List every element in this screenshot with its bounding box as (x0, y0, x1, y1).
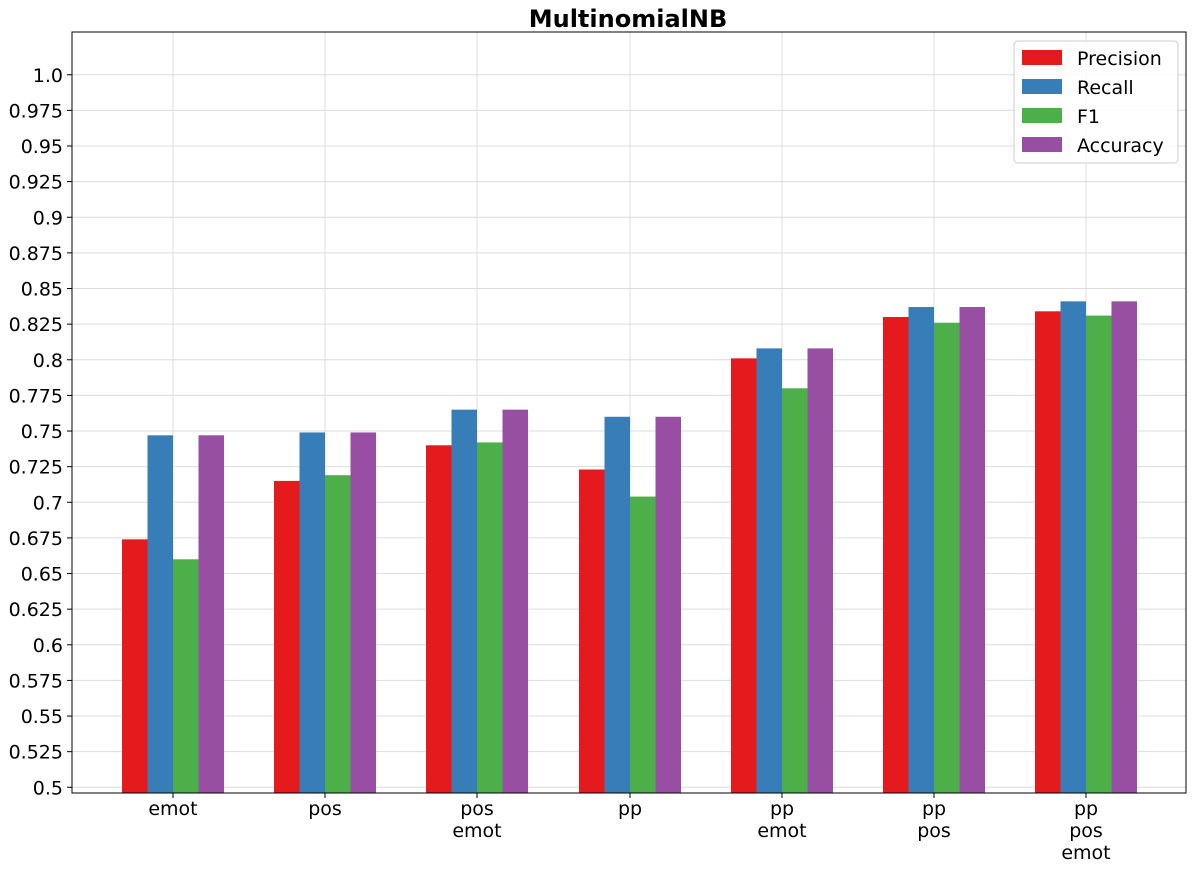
x-tick-label-2: pos emot (452, 798, 501, 842)
x-tick-label-3: pp (618, 798, 642, 820)
bar-precision-4 (731, 358, 757, 793)
y-tick-label-16: 0.9 (33, 207, 63, 229)
legend-swatch-recall (1022, 79, 1062, 94)
bar-recall-3 (604, 416, 630, 793)
bars (122, 301, 1137, 793)
bar-precision-1 (274, 480, 300, 793)
bar-recall-6 (1060, 301, 1086, 793)
bar-f1-4 (782, 388, 808, 793)
y-tick-label-1: 0.525 (9, 742, 63, 764)
legend-box (1013, 40, 1179, 164)
y-tick-label-14: 0.85 (21, 279, 63, 301)
x-tick-label-line: emot (452, 820, 501, 842)
x-tick-label-5: pp pos (917, 798, 951, 842)
bar-f1-0 (173, 559, 199, 793)
legend-swatch-accuracy (1022, 137, 1062, 152)
legend-label-accuracy: Accuracy (1077, 135, 1164, 157)
x-tick-label-line: pp (922, 798, 946, 820)
bar-accuracy-5 (959, 307, 985, 793)
y-tick-label-7: 0.675 (9, 528, 63, 550)
y-tick-label-9: 0.725 (9, 457, 63, 479)
x-tick-label-6: pp pos emot (1061, 798, 1110, 864)
bar-accuracy-1 (350, 432, 376, 793)
x-tick-label-line: pos (460, 798, 494, 820)
bar-accuracy-4 (807, 348, 833, 793)
legend-label-recall: Recall (1077, 77, 1134, 99)
bar-recall-4 (756, 348, 782, 793)
y-tick-label-5: 0.625 (9, 599, 63, 621)
y-tick-label-10: 0.75 (21, 421, 63, 443)
bar-f1-3 (630, 496, 656, 793)
bar-accuracy-2 (502, 409, 528, 793)
x-tick-label-line: pos (308, 798, 342, 820)
y-tick-label-20: 1.0 (33, 65, 63, 87)
x-tick-label-line: emot (148, 798, 197, 820)
bar-precision-2 (426, 445, 452, 793)
bar-precision-6 (1035, 311, 1061, 793)
y-tick-label-12: 0.8 (33, 350, 63, 372)
bar-f1-2 (477, 442, 503, 793)
x-tick-label-4: pp emot (757, 798, 806, 842)
bar-f1-6 (1086, 315, 1112, 793)
legend: Precision Recall F1 Accuracy (1013, 40, 1179, 164)
y-tick-label-18: 0.95 (21, 136, 63, 158)
y-tick-label-8: 0.7 (33, 492, 63, 514)
y-axis-ticks: 0.5 0.525 0.55 0.575 0.6 0.625 0.65 0.675 0.7 0.7… (9, 65, 72, 799)
x-tick-label-line: emot (1061, 842, 1110, 864)
x-tick-label-line: pos (917, 820, 951, 842)
bar-f1-5 (934, 322, 960, 793)
y-tick-label-19: 0.975 (9, 100, 63, 122)
y-tick-label-4: 0.6 (33, 635, 63, 657)
bar-accuracy-6 (1111, 301, 1137, 793)
bar-recall-2 (451, 409, 477, 793)
x-tick-label-line: pos (1069, 820, 1103, 842)
x-tick-label-1: pos (308, 798, 342, 820)
bar-recall-0 (147, 435, 173, 793)
legend-swatch-f1 (1022, 108, 1062, 123)
y-tick-label-13: 0.825 (9, 314, 63, 336)
bar-precision-0 (122, 539, 148, 793)
legend-label-f1: F1 (1077, 106, 1100, 128)
bar-recall-5 (908, 307, 934, 793)
y-tick-label-0: 0.5 (33, 777, 63, 799)
bar-recall-1 (299, 432, 325, 793)
y-tick-label-6: 0.65 (21, 564, 63, 586)
legend-label-precision: Precision (1077, 48, 1162, 70)
bar-precision-3 (579, 469, 605, 793)
legend-swatch-precision (1022, 50, 1062, 65)
bar-f1-1 (325, 475, 351, 793)
chart-title: MultinomialNB (529, 5, 728, 33)
x-tick-label-line: pp (618, 798, 642, 820)
x-tick-label-line: pp (770, 798, 794, 820)
x-tick-label-line: pp (1074, 798, 1098, 820)
plot-frame (71, 31, 1187, 794)
bar-accuracy-0 (198, 435, 224, 793)
y-tick-label-3: 0.575 (9, 670, 63, 692)
x-tick-label-line: emot (757, 820, 806, 842)
y-tick-label-2: 0.55 (21, 706, 63, 728)
y-tick-label-17: 0.925 (9, 172, 63, 194)
y-tick-label-15: 0.875 (9, 243, 63, 265)
bar-accuracy-3 (655, 416, 681, 793)
bar-precision-5 (883, 317, 909, 793)
y-tick-label-11: 0.775 (9, 385, 63, 407)
x-tick-label-0: emot (148, 798, 197, 820)
